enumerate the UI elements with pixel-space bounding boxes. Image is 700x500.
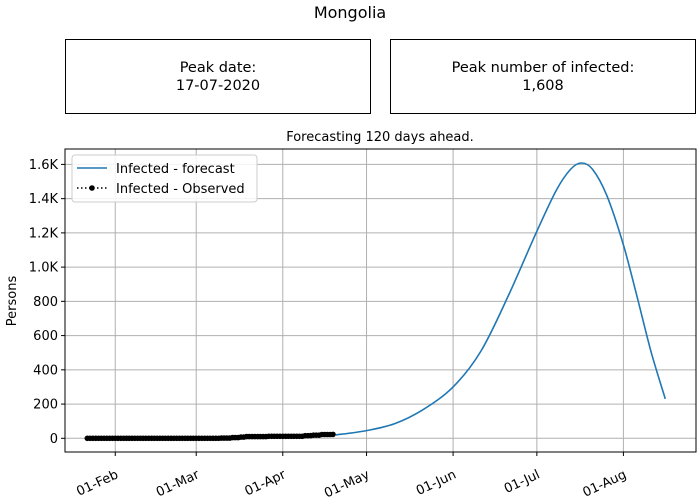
- chart-title: Forecasting 120 days ahead.: [286, 130, 474, 145]
- legend-observed-marker: [89, 185, 95, 191]
- y-tick-label: 1.0K: [29, 261, 59, 276]
- y-tick-label: 800: [33, 295, 58, 310]
- x-tick-label: 01-Jun: [414, 467, 459, 498]
- y-tick-label: 200: [33, 398, 58, 413]
- x-tick-label: 01-May: [322, 467, 372, 500]
- y-tick-label: 600: [33, 329, 58, 344]
- y-tick-label: 1.6K: [29, 158, 59, 173]
- y-axis-label: Persons: [5, 276, 20, 327]
- peak-date-box: Peak date: 17-07-2020: [65, 39, 371, 114]
- x-tick-label: 01-Mar: [154, 467, 202, 500]
- peak-number-box: Peak number of infected: 1,608: [390, 39, 696, 114]
- y-tick-label: 1.4K: [29, 192, 59, 207]
- x-tick-label: 01-Aug: [581, 467, 629, 500]
- axis-ticks: 01-Feb 01-Mar 01-Apr 01-May 01-Jun 01-Jul 01-A…: [29, 158, 629, 500]
- y-tick-label: 400: [33, 363, 58, 378]
- legend-box: [71, 154, 258, 203]
- peak-date-label: Peak date:: [179, 59, 257, 76]
- peak-number-label: Peak number of infected:: [451, 59, 635, 76]
- data-series: [84, 162, 667, 442]
- x-tick-label: 01-Apr: [243, 467, 289, 499]
- plot-frame: [64, 148, 697, 453]
- x-tick-label: 01-Jul: [502, 467, 542, 497]
- y-tick-label: 0: [50, 432, 58, 447]
- y-tick-label: 1.2K: [29, 226, 59, 241]
- forecast-line: [335, 162, 667, 436]
- legend-forecast-label: Infected - forecast: [116, 162, 235, 177]
- figure-title: Mongolia: [313, 3, 387, 22]
- observed-point: [330, 431, 336, 438]
- legend-observed-label: Infected - Observed: [116, 182, 245, 197]
- peak-number-value: 1,608: [522, 77, 564, 94]
- peak-date-value: 17-07-2020: [175, 77, 261, 94]
- legend: Infected - forecast Infected - Observed: [71, 154, 258, 203]
- x-tick-label: 01-Feb: [74, 467, 120, 499]
